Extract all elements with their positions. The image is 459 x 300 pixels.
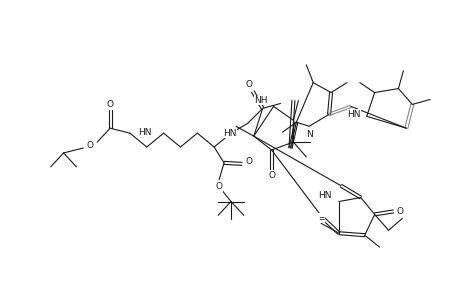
Text: HN: HN [347,110,360,119]
Text: N: N [305,130,312,139]
Text: =: = [317,214,324,223]
Text: HN: HN [223,129,236,138]
Text: O: O [106,100,113,109]
Text: O: O [245,80,252,89]
Text: O: O [396,207,403,216]
Text: NH: NH [253,96,267,105]
Text: HN: HN [138,128,151,137]
Text: O: O [215,182,222,191]
Text: O: O [87,140,94,149]
Text: HN: HN [318,191,331,200]
Text: O: O [268,171,274,180]
Text: O: O [245,158,252,166]
